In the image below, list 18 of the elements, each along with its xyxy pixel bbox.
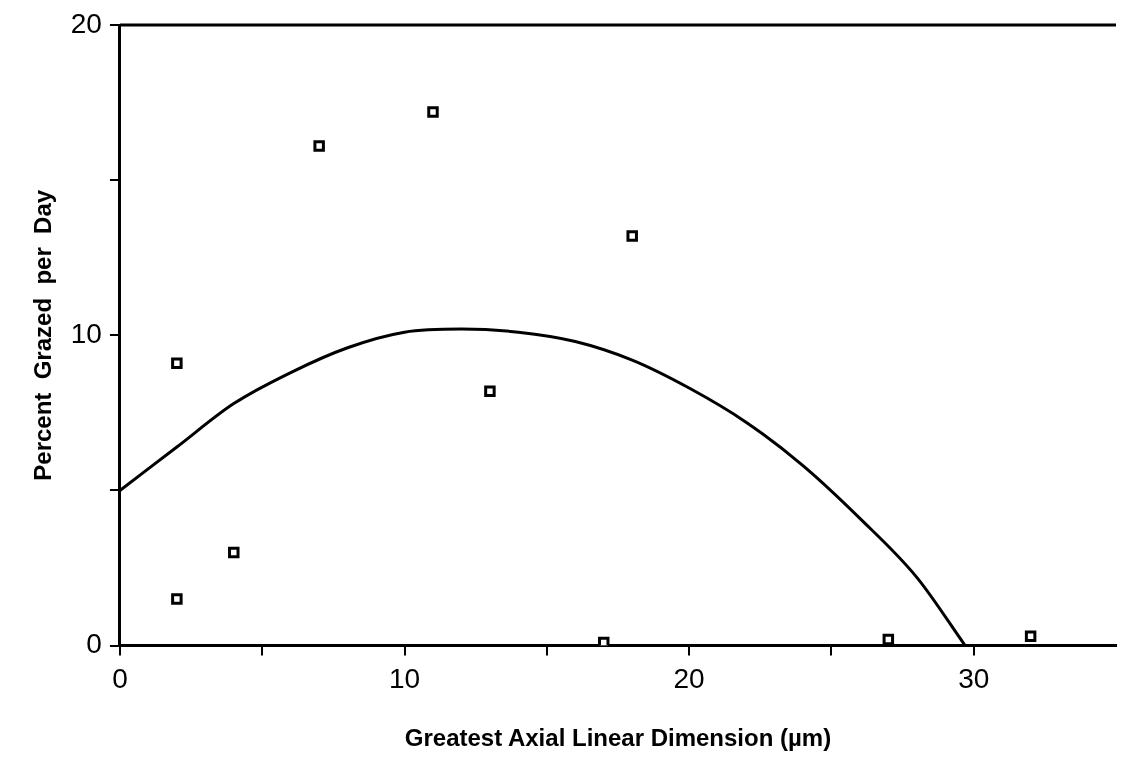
y-tick-label: 10 (70, 318, 102, 350)
x-axis-title: Greatest Axial Linear Dimension (µm) (404, 724, 832, 752)
point (313, 140, 325, 152)
point (626, 230, 638, 242)
y-tick-label: 0 (86, 628, 102, 660)
x-tick-label: 20 (673, 663, 705, 695)
point (228, 546, 240, 559)
point (171, 357, 183, 369)
point (427, 106, 439, 118)
point (171, 593, 183, 605)
y-tick-label: 20 (70, 7, 102, 39)
y-axis-title: Percent Grazed per Day (29, 189, 57, 481)
x-tick-label: 30 (958, 663, 990, 695)
point (484, 385, 496, 397)
point (1024, 630, 1037, 643)
x-tick-label: 0 (112, 663, 128, 695)
point (598, 636, 610, 646)
x-tick-label: 10 (388, 663, 421, 695)
